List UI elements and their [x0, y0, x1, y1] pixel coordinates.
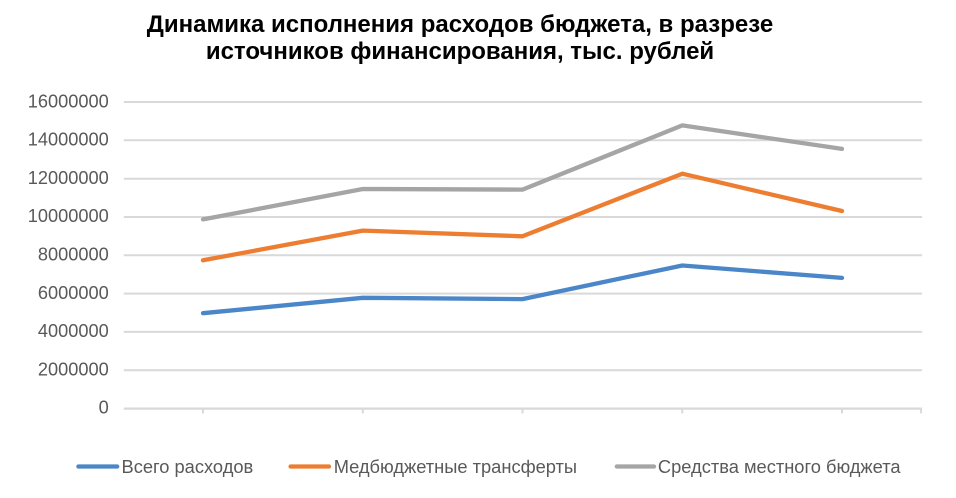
- svg-text:8000000: 8000000: [38, 245, 109, 265]
- svg-text:2000000: 2000000: [38, 359, 109, 379]
- svg-text:Динамика исполнения расходов б: Динамика исполнения расходов бюджета, в …: [147, 11, 773, 38]
- svg-text:10000000: 10000000: [28, 206, 109, 226]
- svg-text:Средства местного бюджета: Средства местного бюджета: [658, 456, 901, 477]
- svg-text:14000000: 14000000: [28, 130, 109, 150]
- svg-text:0: 0: [99, 398, 109, 418]
- svg-text:4000000: 4000000: [38, 321, 109, 341]
- svg-text:12000000: 12000000: [28, 168, 109, 188]
- svg-text:16000000: 16000000: [28, 91, 109, 111]
- svg-text:источников финансирования, тыс: источников финансирования, тыс. рублей: [206, 38, 714, 65]
- svg-text:Медбюджетные трансферты: Медбюджетные трансферты: [334, 456, 577, 477]
- svg-text:6000000: 6000000: [38, 283, 109, 303]
- svg-text:Всего расходов: Всего расходов: [122, 456, 254, 477]
